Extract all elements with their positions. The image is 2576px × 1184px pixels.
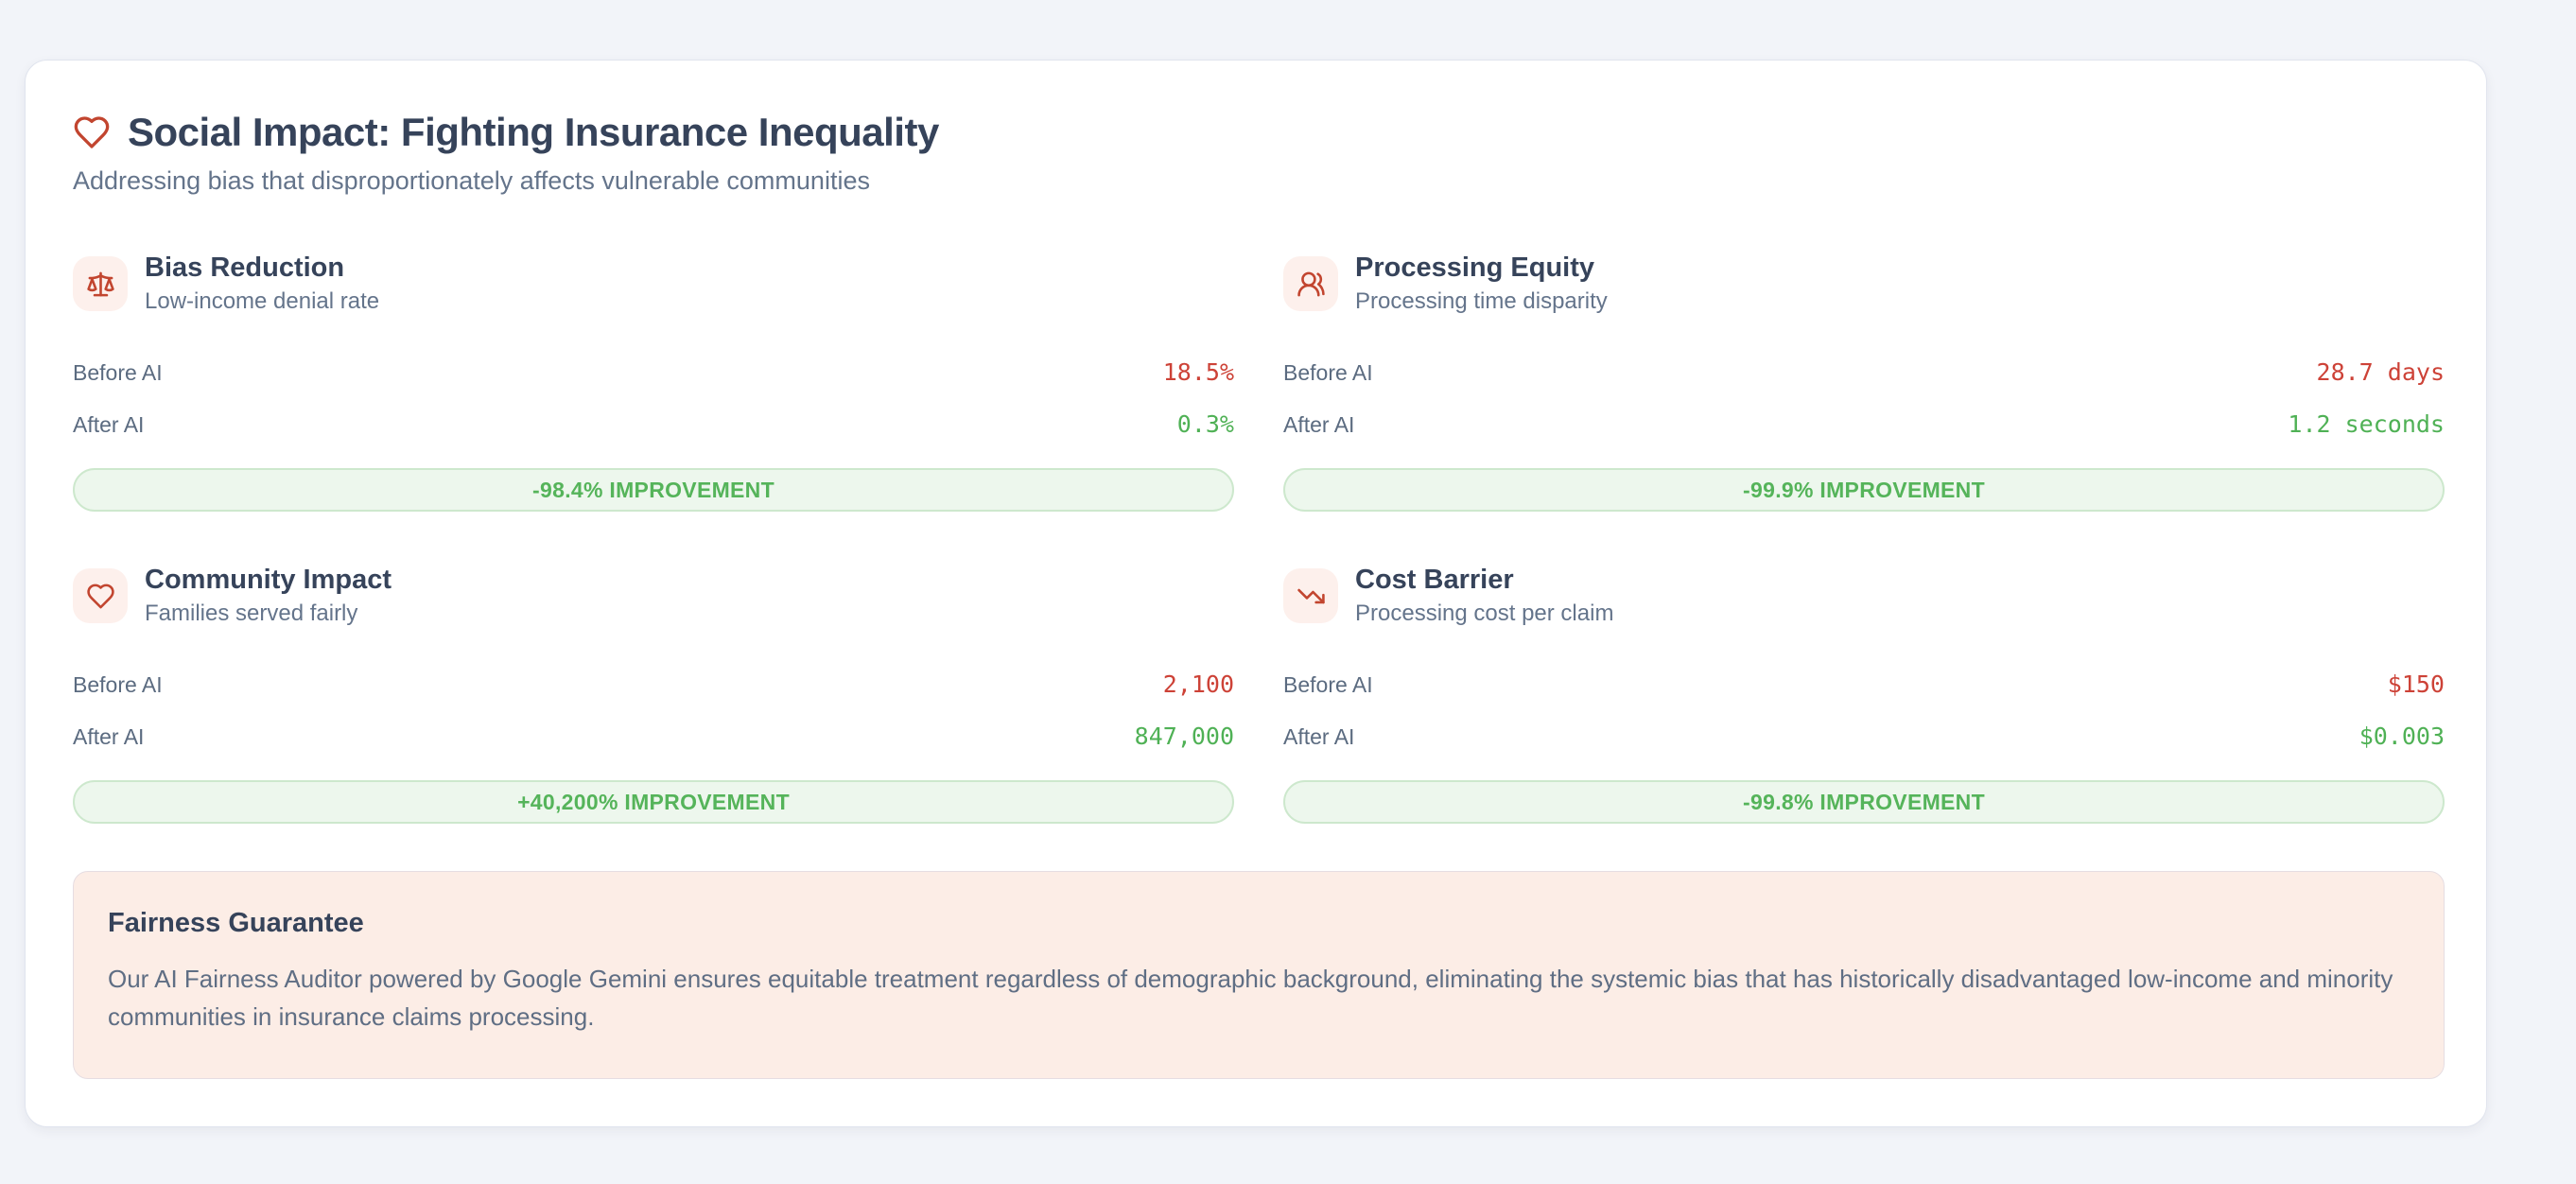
after-ai-row: After AI 1.2 seconds — [1283, 401, 2445, 447]
before-ai-label: Before AI — [73, 672, 163, 697]
after-ai-row: After AI 847,000 — [73, 713, 1234, 759]
metric-subtitle: Processing cost per claim — [1355, 601, 1614, 626]
metric-card-bias-reduction: Bias Reduction Low-income denial rate Be… — [73, 252, 1234, 512]
after-ai-label: After AI — [1283, 412, 1355, 437]
before-ai-label: Before AI — [1283, 360, 1373, 385]
icon-chip — [73, 256, 128, 311]
metric-subtitle: Processing time disparity — [1355, 288, 1608, 314]
icon-chip — [1283, 568, 1338, 623]
before-ai-label: Before AI — [1283, 672, 1373, 697]
page-subtitle: Addressing bias that disproportionately … — [73, 166, 870, 195]
after-ai-label: After AI — [1283, 724, 1355, 749]
metric-subtitle: Low-income denial rate — [145, 288, 380, 314]
improvement-badge: -98.4% IMPROVEMENT — [73, 468, 1234, 512]
metric-title: Community Impact — [145, 565, 392, 595]
improvement-badge: -99.9% IMPROVEMENT — [1283, 468, 2445, 512]
scale-icon — [86, 271, 114, 296]
after-ai-row: After AI $0.003 — [1283, 713, 2445, 759]
after-ai-row: After AI 0.3% — [73, 401, 1234, 447]
before-ai-row: Before AI 28.7 days — [1283, 349, 2445, 395]
users-icon — [1297, 271, 1325, 296]
fairness-body: Our AI Fairness Auditor powered by Googl… — [108, 965, 2393, 1032]
social-impact-card: Social Impact: Fighting Insurance Inequa… — [25, 60, 2487, 1127]
card-header: Social Impact: Fighting Insurance Inequa… — [73, 110, 2445, 196]
metric-title: Bias Reduction — [145, 252, 345, 283]
metrics-grid: Bias Reduction Low-income denial rate Be… — [73, 252, 2445, 824]
improvement-badge: +40,200% IMPROVEMENT — [73, 780, 1234, 824]
after-ai-label: After AI — [73, 724, 145, 749]
before-ai-row: Before AI $150 — [1283, 661, 2445, 707]
heart-icon — [74, 116, 110, 148]
before-ai-value: $150 — [2387, 670, 2445, 698]
metric-card-cost-barrier: Cost Barrier Processing cost per claim B… — [1283, 565, 2445, 824]
after-ai-value: 0.3% — [1176, 410, 1234, 438]
metric-title: Processing Equity — [1355, 252, 1595, 283]
improvement-badge: -99.8% IMPROVEMENT — [1283, 780, 2445, 824]
metric-card-community-impact: Community Impact Families served fairly … — [73, 565, 1234, 824]
icon-chip — [73, 568, 128, 623]
before-ai-label: Before AI — [73, 360, 163, 385]
after-ai-value: $0.003 — [2358, 723, 2445, 750]
metric-card-processing-equity: Processing Equity Processing time dispar… — [1283, 252, 2445, 512]
before-ai-row: Before AI 18.5% — [73, 349, 1234, 395]
after-ai-label: After AI — [73, 412, 145, 437]
before-ai-row: Before AI 2,100 — [73, 661, 1234, 707]
fairness-title: Fairness Guarantee — [108, 908, 364, 938]
before-ai-value: 2,100 — [1162, 670, 1234, 698]
icon-chip — [1283, 256, 1338, 311]
after-ai-value: 847,000 — [1134, 723, 1234, 750]
before-ai-value: 18.5% — [1162, 358, 1234, 386]
before-ai-value: 28.7 days — [2316, 358, 2445, 386]
metric-title: Cost Barrier — [1355, 565, 1514, 595]
fairness-guarantee-panel: Fairness Guarantee Our AI Fairness Audit… — [73, 871, 2445, 1079]
page-title: Social Impact: Fighting Insurance Inequa… — [128, 110, 939, 154]
metric-subtitle: Families served fairly — [145, 601, 358, 626]
trending-down-icon — [1297, 588, 1325, 603]
heart-icon — [86, 583, 114, 608]
after-ai-value: 1.2 seconds — [2288, 410, 2445, 438]
